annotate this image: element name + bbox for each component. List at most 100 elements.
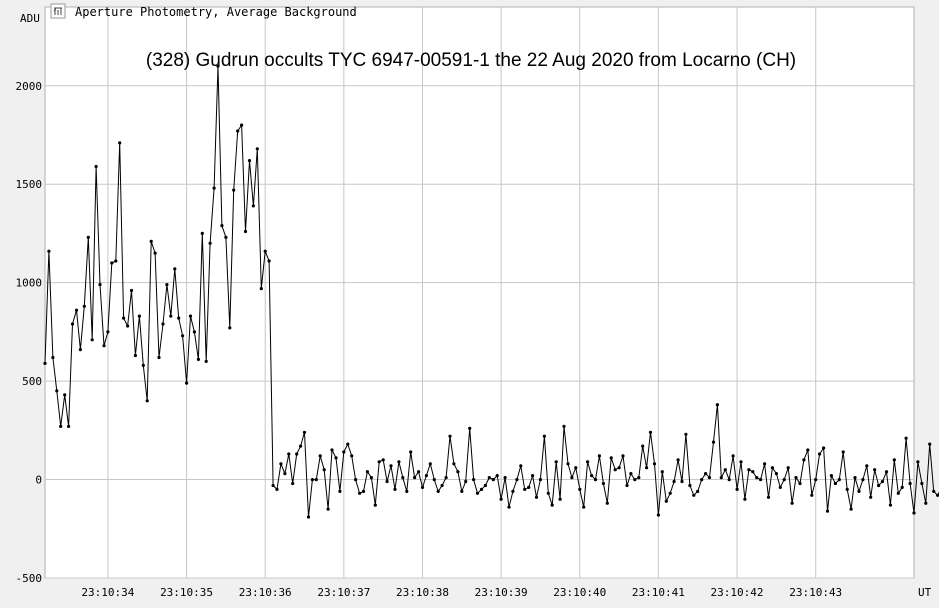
data-point	[259, 287, 263, 291]
series-layer	[43, 64, 939, 519]
y-tick-label-4: 0	[35, 474, 42, 487]
data-point	[621, 454, 625, 458]
data-point	[243, 229, 248, 234]
data-point	[216, 64, 220, 68]
data-point	[759, 478, 763, 482]
data-point	[271, 483, 275, 488]
data-point	[393, 487, 397, 491]
data-point	[137, 314, 141, 318]
data-point	[908, 481, 912, 486]
data-point	[464, 479, 468, 484]
x-tick-label-5: 23:10:39	[475, 586, 528, 599]
data-point	[432, 478, 436, 482]
data-point	[377, 460, 381, 464]
data-point	[707, 476, 712, 480]
data-point	[263, 249, 267, 253]
x-tick-label-4: 23:10:38	[396, 586, 449, 599]
y-tick-label-3: 500	[22, 375, 42, 388]
data-point	[786, 466, 790, 470]
data-point	[936, 493, 939, 497]
data-point	[173, 267, 177, 271]
data-point	[704, 472, 708, 476]
data-point	[920, 481, 924, 486]
data-point	[291, 481, 295, 486]
data-point	[861, 478, 865, 482]
data-point	[637, 476, 641, 480]
data-point	[648, 430, 653, 434]
data-point	[350, 454, 354, 458]
data-point	[318, 454, 322, 458]
data-point	[778, 485, 782, 489]
photometry-icon-glyph	[53, 7, 62, 15]
data-point	[829, 474, 834, 478]
data-point	[715, 403, 720, 407]
data-point	[519, 464, 523, 468]
data-point	[586, 460, 590, 464]
data-point	[912, 511, 916, 515]
data-point	[739, 460, 743, 464]
data-point	[279, 462, 283, 466]
data-point	[322, 468, 326, 472]
data-point	[47, 249, 51, 253]
data-point	[236, 129, 240, 133]
data-point	[157, 355, 161, 360]
data-point	[554, 460, 558, 464]
data-point	[67, 424, 71, 428]
data-point	[428, 462, 432, 466]
data-point	[420, 485, 425, 489]
data-point	[228, 326, 232, 330]
data-point	[200, 231, 204, 235]
data-point	[208, 241, 212, 245]
data-point	[153, 251, 157, 255]
data-point	[696, 489, 700, 493]
data-point	[676, 458, 680, 462]
data-point	[78, 348, 82, 352]
data-point	[255, 147, 259, 151]
data-point	[483, 483, 487, 488]
data-point	[358, 491, 362, 495]
data-point	[475, 491, 480, 495]
data-point	[641, 444, 645, 448]
data-point	[652, 462, 657, 466]
data-point	[247, 159, 252, 163]
data-point	[232, 188, 236, 192]
y-tick-label-5: -500	[16, 572, 43, 585]
data-point	[51, 355, 55, 360]
data-point	[511, 489, 515, 493]
data-point	[330, 448, 334, 452]
data-point	[841, 450, 845, 454]
data-point	[531, 474, 535, 478]
data-point	[865, 464, 869, 468]
data-point	[338, 489, 342, 493]
data-point	[546, 491, 550, 495]
data-point	[110, 261, 114, 265]
data-point	[204, 359, 208, 363]
data-point	[82, 304, 86, 308]
data-point	[133, 353, 137, 358]
data-point	[790, 501, 794, 505]
data-point	[656, 513, 661, 517]
data-point	[735, 487, 739, 491]
data-point	[672, 479, 676, 484]
data-point	[578, 487, 582, 491]
data-point	[719, 476, 723, 480]
data-point	[562, 424, 566, 428]
data-point	[731, 454, 735, 458]
data-point	[664, 499, 668, 503]
x-tick-label-8: 23:10:42	[711, 586, 764, 599]
data-point	[574, 466, 578, 470]
data-point	[491, 478, 495, 482]
y-tick-label-2: 1000	[16, 277, 43, 290]
data-point	[747, 468, 751, 472]
data-point	[126, 324, 130, 328]
data-point	[857, 489, 861, 493]
data-point	[928, 442, 932, 446]
data-point	[102, 344, 106, 348]
data-point	[527, 485, 531, 489]
data-point	[609, 456, 613, 460]
data-point	[814, 478, 818, 482]
data-point	[460, 489, 464, 493]
data-point	[448, 434, 452, 438]
plot-area	[44, 6, 915, 579]
data-point	[436, 489, 440, 493]
